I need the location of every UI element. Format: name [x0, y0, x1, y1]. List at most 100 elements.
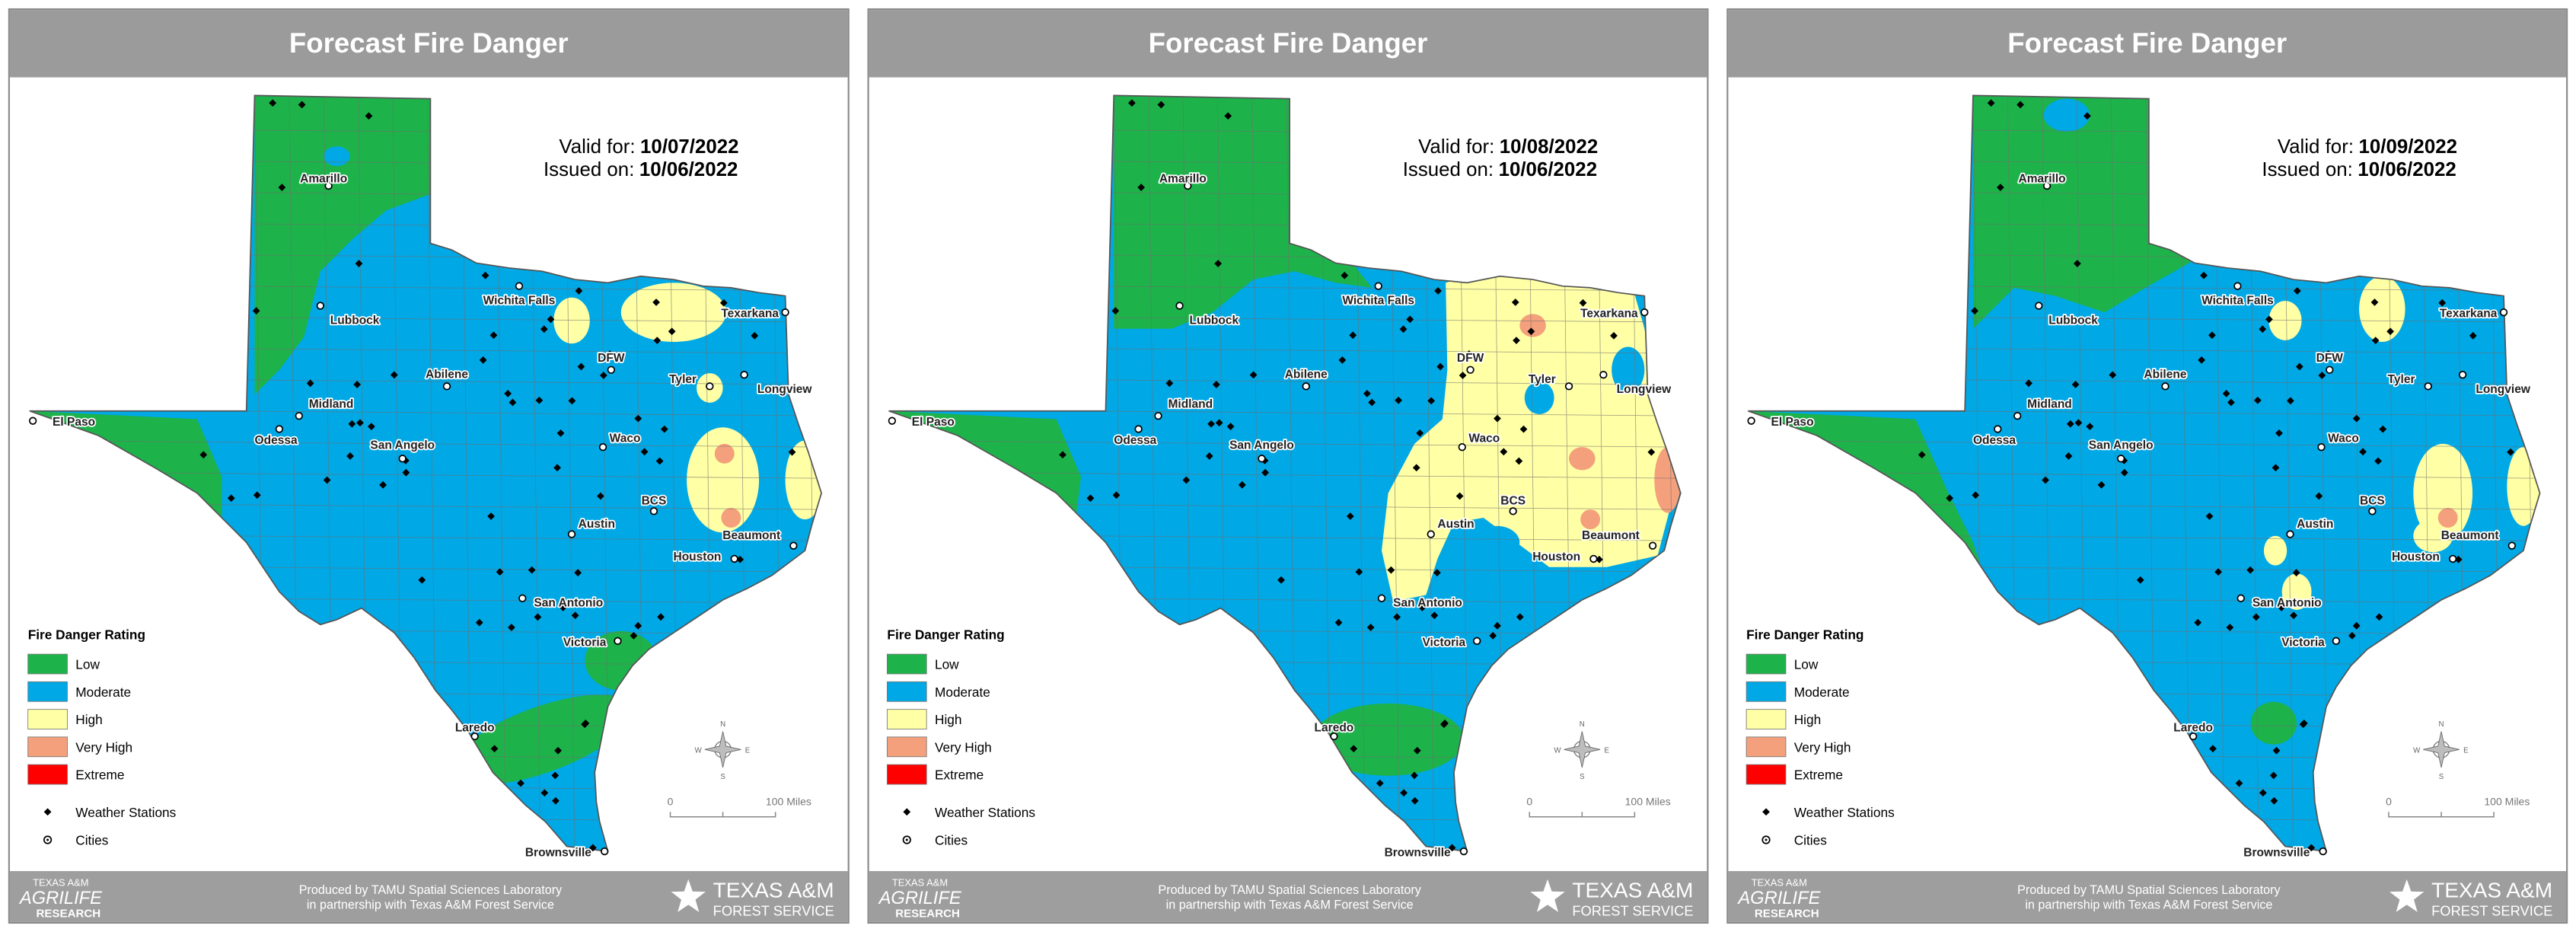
city-label: Tyler: [1529, 373, 1556, 386]
station: [298, 101, 306, 109]
legend-label: Moderate: [1794, 685, 1850, 700]
legend-label: High: [1794, 712, 1821, 727]
scale-start: 0: [2386, 796, 2392, 808]
station: [1433, 569, 1441, 577]
station: [508, 624, 515, 631]
station: [2270, 796, 2278, 805]
station: [577, 362, 585, 371]
station: [653, 337, 662, 345]
city-marker: [2319, 847, 2327, 856]
city-label: Odessa: [1114, 434, 1156, 447]
legend-city-dot: [905, 838, 908, 841]
city-label: Houston: [674, 551, 722, 563]
issued-date: 10/06/2022: [2358, 159, 2456, 180]
city-marker: [1175, 302, 1184, 310]
city-marker: [295, 411, 303, 420]
legend-label: Very High: [935, 739, 992, 755]
city-marker: [730, 554, 738, 563]
station: [1515, 457, 1523, 465]
city-label: Wichita Falls: [1342, 294, 1414, 307]
station: [634, 414, 642, 423]
city-label: Abilene: [1285, 369, 1328, 381]
station: [496, 568, 504, 576]
city-label: Odessa: [255, 434, 298, 447]
city-marker: [324, 181, 333, 190]
city-marker: [2117, 455, 2125, 463]
city-label: Amarillo: [300, 173, 347, 186]
forest-service-star: [1530, 879, 1565, 912]
station: [1412, 464, 1420, 472]
logo-left-bottom: RESEARCH: [895, 907, 960, 920]
legend-label: Low: [935, 657, 959, 672]
valid-line: Valid for: 10/08/2022: [1418, 136, 1598, 158]
danger-zone: [1524, 381, 1554, 415]
station: [640, 448, 649, 456]
city-label: Midland: [1168, 397, 1213, 410]
map-panel: Forecast Fire Danger Amarillo Lubbock Wichi…: [1726, 8, 2568, 924]
station: [668, 327, 676, 336]
city-label: Lubbock: [330, 314, 380, 327]
issued-line: Issued on: 10/06/2022: [544, 159, 738, 180]
panel-header: [1728, 10, 2567, 78]
credit-line-1: Produced by TAMU Spatial Sciences Labora…: [299, 883, 563, 897]
danger-zone: [687, 427, 760, 533]
station: [1261, 468, 1269, 477]
city-marker: [1599, 371, 1608, 379]
city-label: San Antonio: [534, 597, 603, 610]
city-marker: [398, 455, 406, 463]
city-label: Victoria: [563, 636, 607, 649]
city-marker: [1458, 443, 1466, 452]
danger-zone: [2413, 519, 2453, 553]
station: [582, 720, 590, 727]
map-panel: Forecast Fire Danger Amarillo Lubbock Wichi…: [8, 8, 850, 924]
danger-zone: [254, 95, 431, 395]
legend-city-dot: [46, 838, 49, 841]
danger-zone: [1580, 509, 1601, 530]
city-label: Victoria: [2281, 636, 2325, 649]
legend-swatch: [1745, 736, 1787, 758]
station: [323, 476, 331, 484]
city-marker: [1648, 541, 1657, 550]
city-label: Texarkana: [2440, 308, 2498, 321]
station: [575, 287, 583, 295]
city-label: Brownsville: [1385, 847, 1451, 860]
texas-base: [1748, 95, 2540, 852]
station: [1334, 618, 1343, 627]
city-label: El Paso: [1771, 416, 1814, 429]
city-marker: [1509, 507, 1517, 515]
city-label: Laredo: [455, 722, 495, 735]
city-marker: [316, 302, 325, 310]
logo-left-main: AGRILIFE: [18, 889, 103, 908]
city-label: El Paso: [53, 416, 95, 429]
station: [1494, 414, 1501, 423]
compass-letter: S: [720, 773, 725, 781]
legend-cities: Cities: [75, 832, 108, 847]
danger-zone: [2263, 535, 2287, 566]
city-label: Waco: [610, 432, 641, 445]
station: [528, 566, 536, 574]
station: [1430, 611, 1439, 620]
station: [2275, 429, 2283, 437]
city-label: Amarillo: [2019, 173, 2066, 186]
texas-outline: [29, 94, 822, 853]
station: [719, 298, 728, 307]
station: [2292, 569, 2300, 577]
danger-zone: [2281, 573, 2312, 610]
danger-zone: [2268, 301, 2302, 340]
logo-left-bottom: RESEARCH: [36, 907, 100, 920]
city-label: Abilene: [426, 369, 468, 381]
station: [1214, 260, 1223, 267]
station: [1111, 307, 1120, 315]
station: [1527, 327, 1535, 336]
panel-header: [9, 10, 848, 78]
city-label: Austin: [1437, 518, 1474, 531]
valid-date: 10/08/2022: [1500, 136, 1599, 158]
legend-swatch: [886, 709, 927, 729]
city-label: Lubbock: [2048, 314, 2098, 327]
compass-rose: [704, 731, 741, 768]
map-panel: Forecast Fire Danger Amarillo Lubbock Wichi…: [867, 8, 1709, 924]
city-marker: [2499, 308, 2508, 317]
danger-zone: [1382, 271, 1675, 602]
scale-end: 100 Miles: [766, 796, 811, 808]
scale-end: 100 Miles: [1625, 796, 1671, 808]
